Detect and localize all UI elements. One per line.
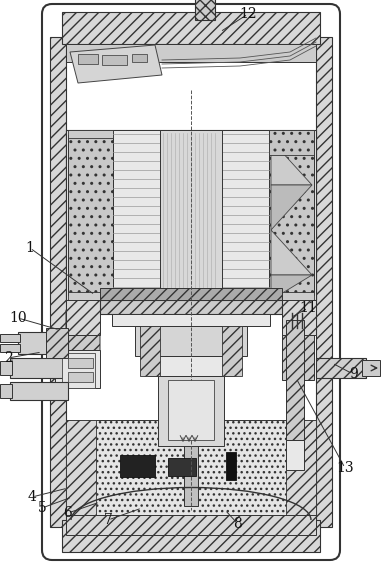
Text: 5: 5 [38, 501, 46, 515]
Bar [286, 420, 316, 530]
Bar [66, 515, 316, 535]
Bar [132, 54, 147, 62]
Bar [100, 300, 282, 314]
Bar [316, 37, 332, 527]
Bar [0, 361, 12, 375]
Text: 4: 4 [27, 490, 37, 504]
Bar [226, 452, 236, 480]
Bar [10, 382, 68, 400]
Text: 10: 10 [9, 311, 27, 325]
Bar [282, 300, 316, 335]
Bar [0, 384, 12, 398]
Bar [269, 130, 314, 138]
Bar [120, 455, 155, 477]
Bar [78, 54, 98, 64]
Bar [112, 314, 270, 326]
Bar [0, 344, 20, 352]
Text: 9: 9 [349, 367, 357, 381]
Bar [168, 380, 214, 440]
Bar [184, 326, 198, 506]
Text: 8: 8 [234, 517, 242, 531]
Bar [66, 420, 316, 530]
Bar [66, 44, 316, 520]
Bar [158, 376, 224, 446]
Bar [100, 288, 282, 300]
Bar [282, 300, 314, 380]
Bar [286, 440, 304, 470]
Bar [46, 328, 68, 358]
Bar [68, 358, 93, 368]
Bar [66, 300, 100, 335]
Polygon shape [70, 45, 162, 83]
Bar [50, 37, 66, 527]
Bar [66, 420, 96, 530]
Text: 1: 1 [26, 241, 34, 255]
Bar [135, 326, 247, 356]
Bar [316, 358, 366, 378]
Bar [10, 358, 68, 378]
Text: 12: 12 [239, 7, 257, 21]
Bar [286, 320, 304, 440]
Polygon shape [271, 185, 312, 230]
Bar [113, 130, 269, 300]
Bar [269, 135, 314, 295]
Bar [68, 292, 113, 300]
Bar [68, 130, 113, 138]
Polygon shape [66, 310, 100, 370]
Text: 6: 6 [64, 506, 72, 520]
Polygon shape [271, 275, 312, 300]
Bar [66, 130, 316, 300]
Bar [222, 326, 242, 376]
Text: 2: 2 [4, 351, 12, 365]
Bar [140, 326, 160, 376]
Polygon shape [271, 140, 312, 185]
Bar [102, 55, 127, 65]
Text: 11: 11 [299, 301, 317, 315]
Bar [62, 520, 320, 552]
Bar [269, 130, 314, 155]
Polygon shape [62, 353, 95, 388]
Bar [68, 372, 93, 382]
Bar [362, 360, 380, 376]
Bar [66, 44, 316, 62]
Bar [0, 334, 20, 342]
Bar [195, 0, 215, 20]
FancyBboxPatch shape [42, 4, 340, 560]
Bar [269, 292, 314, 300]
Bar [68, 135, 113, 295]
Bar [55, 350, 100, 388]
Bar [18, 332, 68, 354]
Text: 13: 13 [336, 461, 354, 475]
Polygon shape [271, 230, 312, 275]
Bar [148, 356, 234, 376]
Text: 7: 7 [104, 513, 112, 527]
Bar [62, 12, 320, 44]
Bar [160, 130, 222, 300]
Bar [168, 458, 196, 476]
